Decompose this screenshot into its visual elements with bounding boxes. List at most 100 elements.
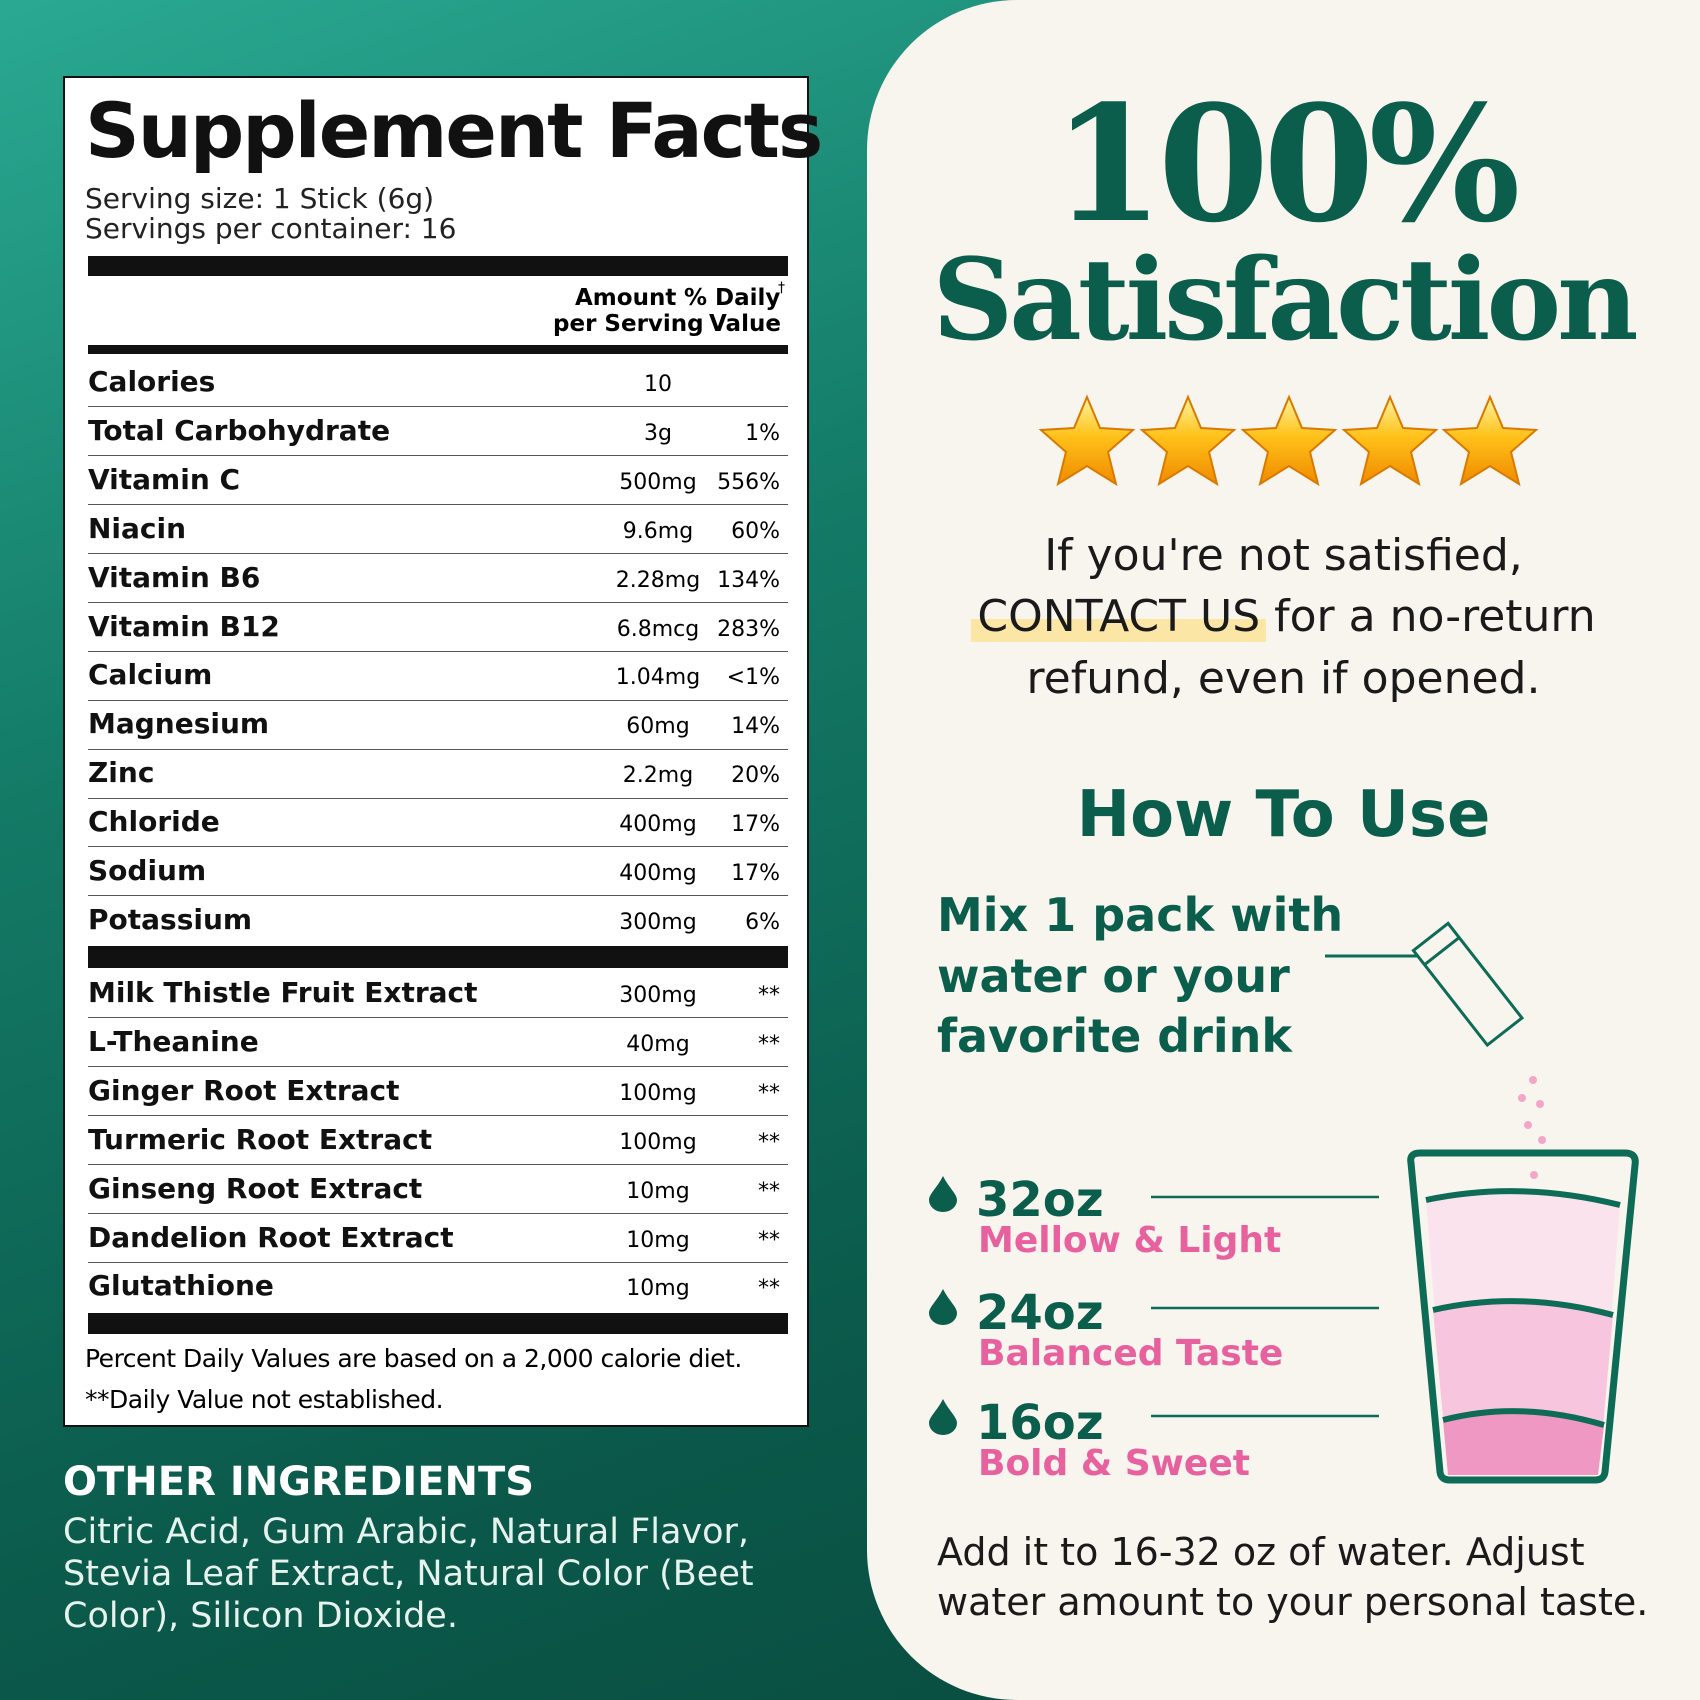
- level-amount: 24oz: [976, 1285, 1104, 1341]
- nutrient-name: Ginger Root Extract: [88, 1073, 400, 1107]
- header-dv: Value: [709, 311, 781, 337]
- nutrient-amount: 400mg: [619, 861, 697, 886]
- nutrient-name: Sodium: [88, 854, 207, 887]
- facts-row: Calories 10: [88, 359, 788, 408]
- nutrient-name: Glutathione: [88, 1269, 274, 1303]
- nutrient-amount: 300mg: [619, 983, 697, 1008]
- nutrient-name: Total Carbohydrate: [88, 413, 391, 447]
- rule: [88, 256, 788, 276]
- headline: 100%: [1052, 70, 1520, 258]
- usage-note: water amount to your personal taste.: [937, 1580, 1649, 1624]
- nutrient-amount: 9.6mg: [622, 518, 694, 544]
- nutrient-amount: 10: [644, 372, 672, 397]
- serving-size: Serving size: 1 Stick (6g): [85, 182, 435, 215]
- facts-row: L-Theanine 40mg **: [88, 1019, 788, 1068]
- nutrient-amount: 40mg: [626, 1031, 690, 1057]
- facts-row: Potassium 300mg 6%: [88, 897, 788, 944]
- mix-text: Mix 1 pack with: [937, 888, 1344, 942]
- nutrient-amount: 100mg: [619, 1129, 697, 1155]
- nutrient-dv: 1%: [745, 420, 780, 446]
- nutrient-name: Vitamin C: [88, 462, 241, 496]
- facts-row: Ginger Root Extract 100mg **: [88, 1068, 788, 1117]
- rule: [88, 345, 788, 354]
- facts-row: Dandelion Root Extract 10mg **: [88, 1215, 788, 1263]
- nutrient-name: Calcium: [88, 658, 213, 692]
- guarantee-line: CONTACT US for a no-return: [867, 591, 1700, 642]
- facts-row: Vitamin C 500mg 556%: [88, 457, 788, 506]
- nutrient-dv: 14%: [731, 714, 780, 740]
- nutrient-name: Calories: [88, 365, 216, 398]
- nutrient-dv: 17%: [731, 812, 780, 838]
- rule: [88, 946, 788, 968]
- nutrient-name: Potassium: [88, 902, 253, 936]
- nutrient-dv: 283%: [717, 616, 780, 642]
- footnote: **Daily Value not established.: [85, 1385, 444, 1414]
- nutrient-dv: 60%: [731, 518, 780, 544]
- nutrient-dv: **: [758, 1276, 780, 1302]
- nutrient-dv: **: [758, 1227, 780, 1253]
- nutrient-dv: **: [758, 1178, 780, 1204]
- nutrient-dv: 6%: [745, 909, 780, 935]
- facts-title: Supplement Facts: [85, 86, 823, 175]
- servings: Servings per container: 16: [85, 212, 457, 245]
- facts-row: Niacin 9.6mg 60%: [88, 506, 788, 555]
- nutrient-dv: **: [758, 1031, 780, 1057]
- drop-icon: [929, 1289, 957, 1325]
- facts-row: Zinc 2.2mg 20%: [88, 750, 788, 799]
- facts-row: Milk Thistle Fruit Extract 300mg **: [88, 970, 788, 1019]
- guarantee-text: for a no-return: [1274, 591, 1596, 642]
- nutrient-dv: 17%: [731, 861, 780, 886]
- drop-icon: [929, 1176, 957, 1212]
- nutrient-amount: 100mg: [619, 1080, 697, 1106]
- rule: [88, 1313, 788, 1334]
- nutrient-amount: 3g: [644, 420, 672, 446]
- nutrient-amount: 10mg: [626, 1276, 690, 1302]
- guarantee-text: refund, even if opened.: [1026, 653, 1541, 704]
- nutrient-name: L-Theanine: [88, 1024, 259, 1058]
- level-amount: 16oz: [976, 1395, 1104, 1451]
- nutrient-amount: 10mg: [626, 1178, 690, 1204]
- level-amount: 32oz: [976, 1172, 1104, 1228]
- nutrient-amount: 300mg: [619, 909, 697, 935]
- nutrient-amount: 1.04mg: [615, 665, 701, 691]
- nutrient-name: Niacin: [88, 511, 187, 545]
- header-dv: % Daily: [684, 285, 781, 311]
- facts-row: Turmeric Root Extract 100mg **: [88, 1117, 788, 1166]
- level-label: Bold & Sweet: [978, 1443, 1250, 1484]
- nutrient-name: Milk Thistle Fruit Extract: [88, 976, 478, 1009]
- facts-row: Magnesium 60mg 14%: [88, 701, 788, 750]
- nutrient-amount: 10mg: [626, 1227, 690, 1253]
- nutrient-name: Ginseng Root Extract: [88, 1171, 423, 1205]
- facts-row: Glutathione 10mg **: [88, 1263, 788, 1310]
- facts-row: Total Carbohydrate 3g 1%: [88, 408, 788, 457]
- nutrient-dv: **: [758, 1129, 780, 1155]
- header-dagger: †: [778, 280, 785, 296]
- contact-link[interactable]: CONTACT US: [971, 591, 1267, 642]
- nutrient-name: Dandelion Root Extract: [88, 1220, 454, 1254]
- facts-row: Calcium 1.04mg <1%: [88, 652, 788, 701]
- other-ingredients-title: OTHER INGREDIENTS: [63, 1459, 535, 1505]
- nutrient-name: Vitamin B6: [88, 560, 261, 594]
- nutrient-amount: 400mg: [619, 812, 697, 838]
- drop-icon: [929, 1399, 957, 1435]
- other-ingredients-text: Citric Acid, Gum Arabic, Natural Flavor,…: [63, 1512, 754, 1636]
- nutrient-name: Magnesium: [88, 707, 270, 741]
- guarantee-text: If you're not satisfied,: [1044, 530, 1523, 581]
- mix-text: water or your: [937, 948, 1290, 1003]
- facts-row: Sodium 400mg 17%: [88, 848, 788, 897]
- level-label: Mellow & Light: [978, 1220, 1282, 1261]
- nutrient-name: Vitamin B12: [88, 609, 280, 643]
- usage-note: Add it to 16-32 oz of water. Adjust: [937, 1530, 1585, 1574]
- headline: Satisfaction: [932, 235, 1638, 366]
- header-amount: per Serving: [553, 311, 704, 337]
- facts-row: Vitamin B6 2.28mg 134%: [88, 555, 788, 603]
- nutrient-dv: **: [758, 983, 780, 1008]
- nutrient-amount: 6.8mcg: [616, 616, 700, 642]
- how-to-use-title: How To Use: [1076, 778, 1491, 852]
- facts-row: Chloride 400mg 17%: [88, 799, 788, 848]
- illustration: [1151, 921, 1639, 1484]
- mix-text: favorite drink: [937, 1009, 1293, 1063]
- nutrient-amount: 2.28mg: [615, 567, 701, 593]
